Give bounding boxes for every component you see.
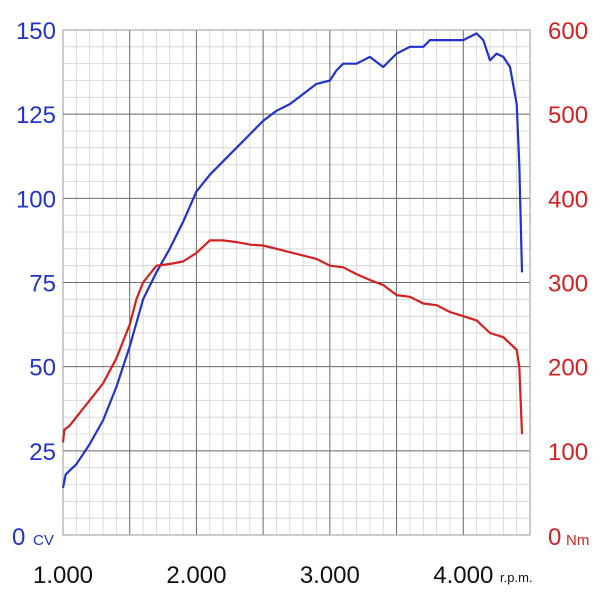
left-axis-ticks: 0 25 50 75 100 125 150 (12, 18, 56, 551)
x-axis-unit: r.p.m. (500, 570, 533, 585)
left-tick-label: 0 (12, 524, 25, 551)
x-tick-label: 2.000 (166, 562, 226, 589)
right-axis-unit: Nm (566, 532, 589, 549)
right-tick-label: 500 (548, 102, 588, 129)
left-tick-label: 25 (29, 439, 56, 466)
left-tick-label: 150 (16, 18, 56, 45)
power-curve (61, 32, 524, 489)
right-axis-ticks: 0 100 200 300 400 500 600 (548, 18, 588, 551)
left-tick-label: 75 (29, 271, 56, 298)
right-tick-label: 100 (548, 439, 588, 466)
torque-curve (61, 239, 524, 443)
x-tick-label: 4.000 (433, 562, 493, 589)
left-tick-label: 50 (29, 355, 56, 382)
left-tick-label: 125 (16, 102, 56, 129)
major-grid (62, 29, 531, 536)
right-tick-label: 300 (548, 271, 588, 298)
left-axis-unit: CV (33, 532, 54, 549)
right-tick-label: 600 (548, 18, 588, 45)
right-tick-label: 0 (548, 524, 561, 551)
axis-units: CV Nm r.p.m. (33, 532, 589, 585)
right-tick-label: 400 (548, 186, 588, 213)
x-axis-ticks: 1.000 2.000 3.000 4.000 (33, 562, 493, 589)
x-tick-label: 1.000 (33, 562, 93, 589)
left-tick-label: 100 (16, 186, 56, 213)
series-layer (61, 32, 524, 489)
right-tick-label: 200 (548, 355, 588, 382)
plot-frame (62, 29, 531, 536)
x-tick-label: 3.000 (300, 562, 360, 589)
